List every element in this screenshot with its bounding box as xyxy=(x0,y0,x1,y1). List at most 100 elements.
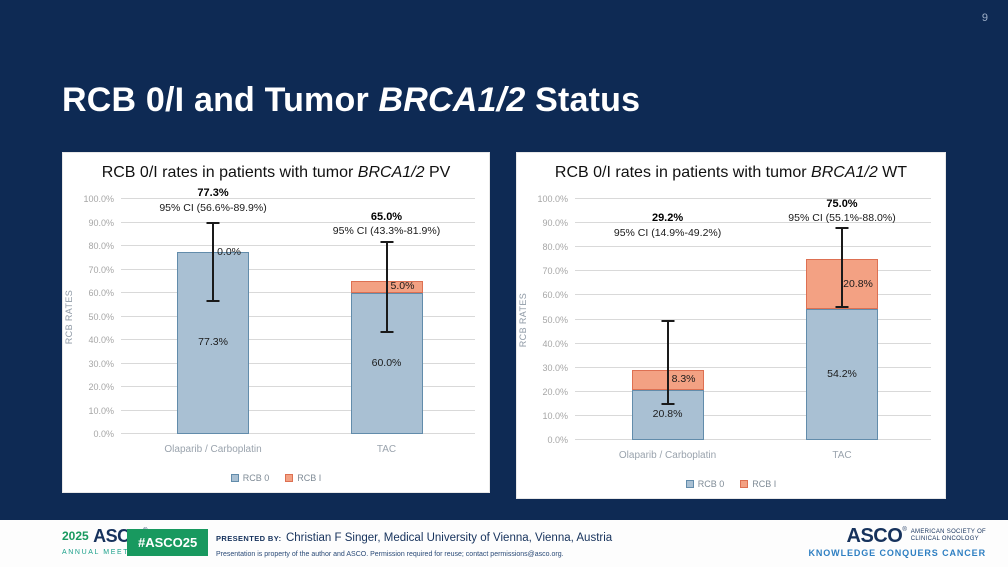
y-tick-label: 30.0% xyxy=(542,362,568,373)
y-tick-label: 10.0% xyxy=(542,410,568,421)
legend-item: RCB I xyxy=(740,479,776,489)
footer-bar: 2025 ASCO® ANNUAL MEETING #ASCO25 PRESEN… xyxy=(0,520,1008,567)
y-tick-label: 0.0% xyxy=(93,429,114,439)
slide-title-suffix: Status xyxy=(525,80,641,119)
chart-title-suffix: WT xyxy=(877,164,908,181)
confidence-interval-annotation: 95% CI (56.6%-89.9%) xyxy=(159,202,267,215)
gridline xyxy=(121,198,475,199)
y-tick-label: 60.0% xyxy=(542,290,568,301)
gridline xyxy=(121,386,475,387)
gridline xyxy=(575,222,931,224)
y-tick-label: 40.0% xyxy=(542,338,568,349)
error-bar xyxy=(841,227,843,308)
gridline xyxy=(575,342,931,344)
gridline xyxy=(121,292,475,293)
y-tick-label: 40.0% xyxy=(88,335,114,345)
asco-wordmark: ASCO xyxy=(846,525,903,547)
plot-area: RCB RATES 0.0% 10.0% 20.0% 30.0% 40.0% 50.0% 60… xyxy=(64,187,475,455)
y-tick-label: 50.0% xyxy=(88,311,114,322)
bar-value-label: 54.2% xyxy=(827,368,857,380)
bar-segment-rcb-0 xyxy=(806,309,878,440)
slide-title-gene: BRCA1/2 xyxy=(378,80,526,119)
y-tick-label: 0.0% xyxy=(547,435,568,445)
chart-title-gene: BRCA1/2 xyxy=(357,164,425,181)
y-tick-label: 20.0% xyxy=(542,386,568,397)
chart-title-prefix: RCB 0/I rates in patients with tumor xyxy=(101,164,358,181)
error-bar xyxy=(666,321,669,405)
legend-label: RCB I xyxy=(297,473,322,483)
chart-legend: RCB 0 RCB I xyxy=(63,473,489,483)
logo-year: 2025 xyxy=(62,529,89,543)
permission-disclaimer: Presentation is property of the author a… xyxy=(216,551,564,558)
gridline xyxy=(121,221,475,223)
registered-mark-icon: ® xyxy=(902,527,907,533)
gridline xyxy=(121,362,475,364)
x-axis-category-label: Olaparib / Carboplatin xyxy=(164,444,262,455)
y-tick-label: 60.0% xyxy=(88,288,114,298)
y-tick-label: 90.0% xyxy=(542,218,568,229)
legend-label: RCB I xyxy=(752,479,777,489)
total-value-annotation: 77.3% xyxy=(197,187,229,199)
legend-item: RCB I xyxy=(285,473,321,483)
y-tick-label: 100.0% xyxy=(537,194,568,204)
x-axis-category-label: Olaparib / Carboplatin xyxy=(618,450,717,461)
gridline xyxy=(575,318,931,320)
bar-value-label: 60.0% xyxy=(371,356,402,369)
bar-value-label: 8.3% xyxy=(671,373,696,386)
error-bar xyxy=(385,241,388,333)
confidence-interval-annotation: 95% CI (43.3%-81.9%) xyxy=(332,224,441,237)
y-tick-label: 50.0% xyxy=(542,314,568,325)
y-axis-title: RCB RATES xyxy=(64,289,74,344)
chart-panel-brca-wt: RCB 0/I rates in patients with tumor BRC… xyxy=(516,152,946,499)
bar-value-label: 77.3% xyxy=(198,336,228,349)
gridline xyxy=(575,390,931,392)
legend-swatch-icon xyxy=(685,480,694,488)
y-tick-label: 80.0% xyxy=(542,242,568,253)
logo-annual-meeting: ANNUAL MEETING xyxy=(62,549,147,556)
gridline xyxy=(121,433,475,434)
y-tick-label: 30.0% xyxy=(88,358,114,369)
bar-value-label: 5.0% xyxy=(390,280,415,293)
legend-label: RCB 0 xyxy=(242,473,270,483)
slide-title: RCB 0/I and Tumor BRCA1/2 Status xyxy=(62,81,640,120)
total-value-annotation: 29.2% xyxy=(651,212,684,225)
presented-by-label: PRESENTED BY: xyxy=(216,534,282,543)
chart-title-suffix: PV xyxy=(424,164,451,181)
legend-swatch-icon xyxy=(285,474,294,482)
gridline xyxy=(575,246,931,248)
page-number: 9 xyxy=(981,12,988,24)
plot-area: RCB RATES 0.0% 10.0% 20.0% 30.0% 40.0% 50.0% 60… xyxy=(518,194,931,461)
gridline xyxy=(575,294,931,296)
legend-label: RCB 0 xyxy=(697,479,725,489)
gridline xyxy=(575,270,931,272)
bar-value-label: 0.0% xyxy=(217,245,241,258)
error-bar xyxy=(212,222,215,301)
total-value-annotation: 75.0% xyxy=(826,197,858,210)
chart-legend: RCB 0 RCB I xyxy=(517,479,945,489)
gridline xyxy=(575,439,931,440)
total-value-annotation: 65.0% xyxy=(370,210,403,223)
gridline xyxy=(121,409,475,411)
y-tick-label: 20.0% xyxy=(88,382,114,392)
gridline xyxy=(121,339,475,340)
chart-title-gene: BRCA1/2 xyxy=(811,164,878,181)
gridline xyxy=(575,414,931,416)
gridline xyxy=(575,198,931,199)
confidence-interval-annotation: 95% CI (14.9%-49.2%) xyxy=(613,226,722,239)
x-axis-category-label: TAC xyxy=(832,450,852,461)
legend-swatch-icon xyxy=(740,480,749,488)
gridline xyxy=(121,268,475,270)
x-axis-category-label: TAC xyxy=(376,444,397,455)
slide-title-prefix: RCB 0/I and Tumor xyxy=(62,80,379,119)
chart-title: RCB 0/I rates in patients with tumor BRC… xyxy=(517,164,945,182)
y-tick-label: 10.0% xyxy=(88,405,114,416)
legend-item: RCB 0 xyxy=(230,473,270,483)
presenter-name: Christian F Singer, Medical University o… xyxy=(285,532,613,544)
gridline xyxy=(121,245,475,246)
confidence-interval-annotation: 95% CI (55.1%-88.0%) xyxy=(788,211,896,224)
chart-title: RCB 0/I rates in patients with tumor BRC… xyxy=(63,164,489,182)
legend-swatch-icon xyxy=(230,474,239,482)
chart-panel-brca-pv: RCB 0/I rates in patients with tumor BRC… xyxy=(62,152,490,493)
bar-value-label: 20.8% xyxy=(843,277,873,290)
y-tick-label: 80.0% xyxy=(88,241,114,251)
